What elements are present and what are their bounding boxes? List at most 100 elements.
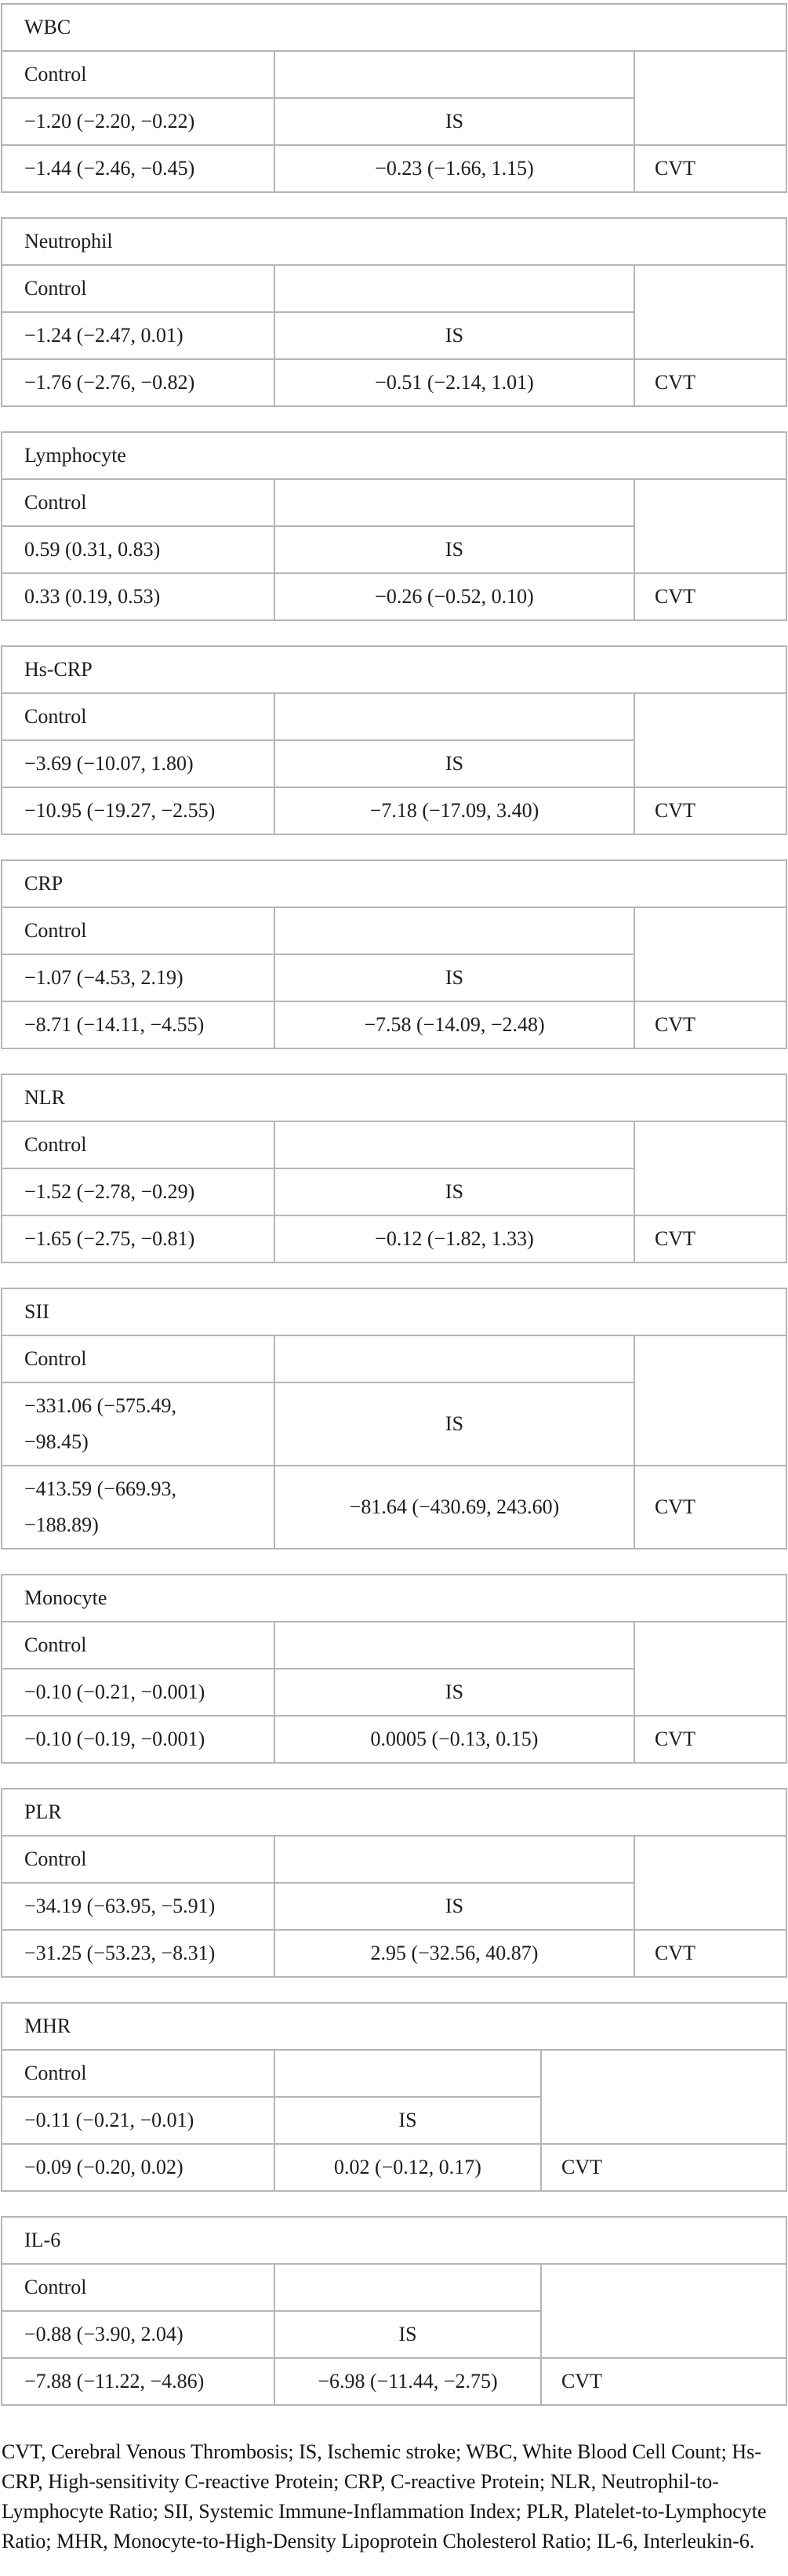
empty-cell <box>633 1335 788 1466</box>
cvt-vs-is-value: −7.18 (−17.09, 3.40) <box>274 787 635 835</box>
empty-cell <box>273 1621 635 1669</box>
table-title: Hs-CRP <box>1 645 787 694</box>
is-vs-control-value: −34.19 (−63.95, −5.91) <box>0 1882 275 1931</box>
table-title: MHR <box>0 2002 788 2051</box>
is-vs-control-value: −331.06 (−575.49, −98.45) <box>0 1382 275 1466</box>
cvt-vs-control-value: −1.76 (−2.76, −0.82) <box>0 358 275 407</box>
cvt-label: CVT <box>634 787 787 835</box>
empty-cell <box>274 692 635 741</box>
is-label: IS <box>274 739 635 788</box>
is-vs-control-value: −1.20 (−2.20, −0.22) <box>1 97 275 146</box>
control-label: Control <box>0 1121 275 1169</box>
empty-cell <box>539 2049 788 2145</box>
control-label: Control <box>1 2263 275 2312</box>
control-label: Control <box>1 907 275 955</box>
empty-cell <box>633 264 788 360</box>
comparison-table-wbc: WBC Control −1.20 (−2.20, −0.22) IS −1.4… <box>1 3 787 193</box>
cvt-vs-control-value: 0.33 (0.19, 0.53) <box>0 572 275 621</box>
cvt-vs-control-value: −1.44 (−2.46, −0.45) <box>1 144 275 193</box>
table-title: Monocyte <box>0 1574 788 1622</box>
comparison-table-sii: SII Control −331.06 (−575.49, −98.45) IS… <box>0 1288 788 1550</box>
is-label: IS <box>273 1168 635 1216</box>
abbreviations-footnote: CVT, Cerebral Venous Thrombosis; IS, Isc… <box>2 2440 767 2552</box>
empty-cell <box>273 264 635 313</box>
cvt-label: CVT <box>633 358 788 407</box>
cvt-label: CVT <box>633 572 788 621</box>
cvt-vs-is-value: −81.64 (−430.69, 243.60) <box>273 1465 635 1550</box>
table-title: SII <box>0 1288 788 1336</box>
control-label: Control <box>1 692 275 741</box>
cvt-vs-is-value: 2.95 (−32.56, 40.87) <box>273 1929 635 1978</box>
control-label: Control <box>0 1621 275 1669</box>
cvt-vs-is-value: −0.51 (−2.14, 1.01) <box>273 358 635 407</box>
comparison-table-il-6: IL-6 Control −0.88 (−3.90, 2.04) IS −7.8… <box>1 2216 787 2406</box>
control-label: Control <box>0 2049 275 2098</box>
cvt-vs-is-value: −0.23 (−1.66, 1.15) <box>274 144 635 193</box>
empty-cell <box>274 907 635 955</box>
is-vs-control-value: −1.52 (−2.78, −0.29) <box>0 1168 275 1216</box>
comparison-table-neutrophil: Neutrophil Control −1.24 (−2.47, 0.01) I… <box>0 217 788 407</box>
cvt-label: CVT <box>633 1215 788 1263</box>
cvt-vs-control-value: −0.09 (−0.20, 0.02) <box>0 2143 275 2192</box>
cvt-vs-is-value: 0.0005 (−0.13, 0.15) <box>273 1715 635 1764</box>
empty-cell <box>540 2263 787 2359</box>
empty-cell <box>274 2263 542 2312</box>
cvt-vs-is-value: 0.02 (−0.12, 0.17) <box>273 2143 542 2192</box>
is-label: IS <box>273 1382 635 1466</box>
comparison-table-lymphocyte: Lymphocyte Control 0.59 (0.31, 0.83) IS … <box>0 431 788 621</box>
empty-cell <box>273 478 635 527</box>
is-vs-control-value: −0.88 (−3.90, 2.04) <box>1 2310 275 2359</box>
table-title: Lymphocyte <box>0 431 788 480</box>
empty-cell <box>634 692 787 788</box>
cvt-vs-is-value: −0.26 (−0.52, 0.10) <box>273 572 635 621</box>
table-title: Neutrophil <box>0 217 788 266</box>
control-label: Control <box>0 264 275 313</box>
empty-cell <box>274 50 635 99</box>
cvt-vs-control-value: −1.65 (−2.75, −0.81) <box>0 1215 275 1263</box>
empty-cell <box>273 1121 635 1169</box>
empty-cell <box>633 1835 788 1931</box>
is-label: IS <box>274 954 635 1002</box>
is-vs-control-value: −1.24 (−2.47, 0.01) <box>0 311 275 360</box>
comparison-table-plr: PLR Control −34.19 (−63.95, −5.91) IS −3… <box>0 1788 788 1978</box>
is-vs-control-value: −3.69 (−10.07, 1.80) <box>1 739 275 788</box>
cvt-label: CVT <box>634 1001 787 1049</box>
cvt-label: CVT <box>633 1715 788 1764</box>
is-label: IS <box>274 97 635 146</box>
empty-cell <box>633 1121 788 1216</box>
is-vs-control-value: −0.10 (−0.21, −0.001) <box>0 1668 275 1717</box>
table-title: NLR <box>0 1074 788 1122</box>
empty-cell <box>273 2049 542 2098</box>
is-label: IS <box>273 1668 635 1717</box>
comparison-table-crp: CRP Control −1.07 (−4.53, 2.19) IS −8.71… <box>1 859 787 1049</box>
comparison-table-hs-crp: Hs-CRP Control −3.69 (−10.07, 1.80) IS −… <box>1 645 787 835</box>
cvt-label: CVT <box>633 1465 788 1550</box>
empty-cell <box>633 478 788 574</box>
table-title: IL-6 <box>1 2216 787 2265</box>
comparison-table-nlr: NLR Control −1.52 (−2.78, −0.29) IS −1.6… <box>0 1074 788 1263</box>
cvt-vs-is-value: −0.12 (−1.82, 1.33) <box>273 1215 635 1263</box>
cvt-vs-control-value: −413.59 (−669.93, −188.89) <box>0 1465 275 1550</box>
comparison-table-monocyte: Monocyte Control −0.10 (−0.21, −0.001) I… <box>0 1574 788 1764</box>
control-label: Control <box>0 1335 275 1383</box>
cvt-label: CVT <box>633 1929 788 1978</box>
cvt-label: CVT <box>539 2143 788 2192</box>
cvt-vs-control-value: −8.71 (−14.11, −4.55) <box>1 1001 275 1049</box>
cvt-vs-is-value: −7.58 (−14.09, −2.48) <box>274 1001 635 1049</box>
cvt-vs-is-value: −6.98 (−11.44, −2.75) <box>274 2357 542 2406</box>
cvt-vs-control-value: −10.95 (−19.27, −2.55) <box>1 787 275 835</box>
table-title: PLR <box>0 1788 788 1837</box>
empty-cell <box>633 1621 788 1717</box>
control-label: Control <box>0 478 275 527</box>
is-label: IS <box>274 2310 542 2359</box>
is-vs-control-value: −0.11 (−0.21, −0.01) <box>0 2096 275 2145</box>
empty-cell <box>273 1835 635 1884</box>
cvt-vs-control-value: −7.88 (−11.22, −4.86) <box>1 2357 275 2406</box>
empty-cell <box>273 1335 635 1383</box>
is-label: IS <box>273 525 635 574</box>
control-label: Control <box>1 50 275 99</box>
control-label: Control <box>0 1835 275 1884</box>
table-title: WBC <box>1 3 787 52</box>
cvt-label: CVT <box>540 2357 787 2406</box>
comparison-table-mhr: MHR Control −0.11 (−0.21, −0.01) IS −0.0… <box>0 2002 788 2192</box>
